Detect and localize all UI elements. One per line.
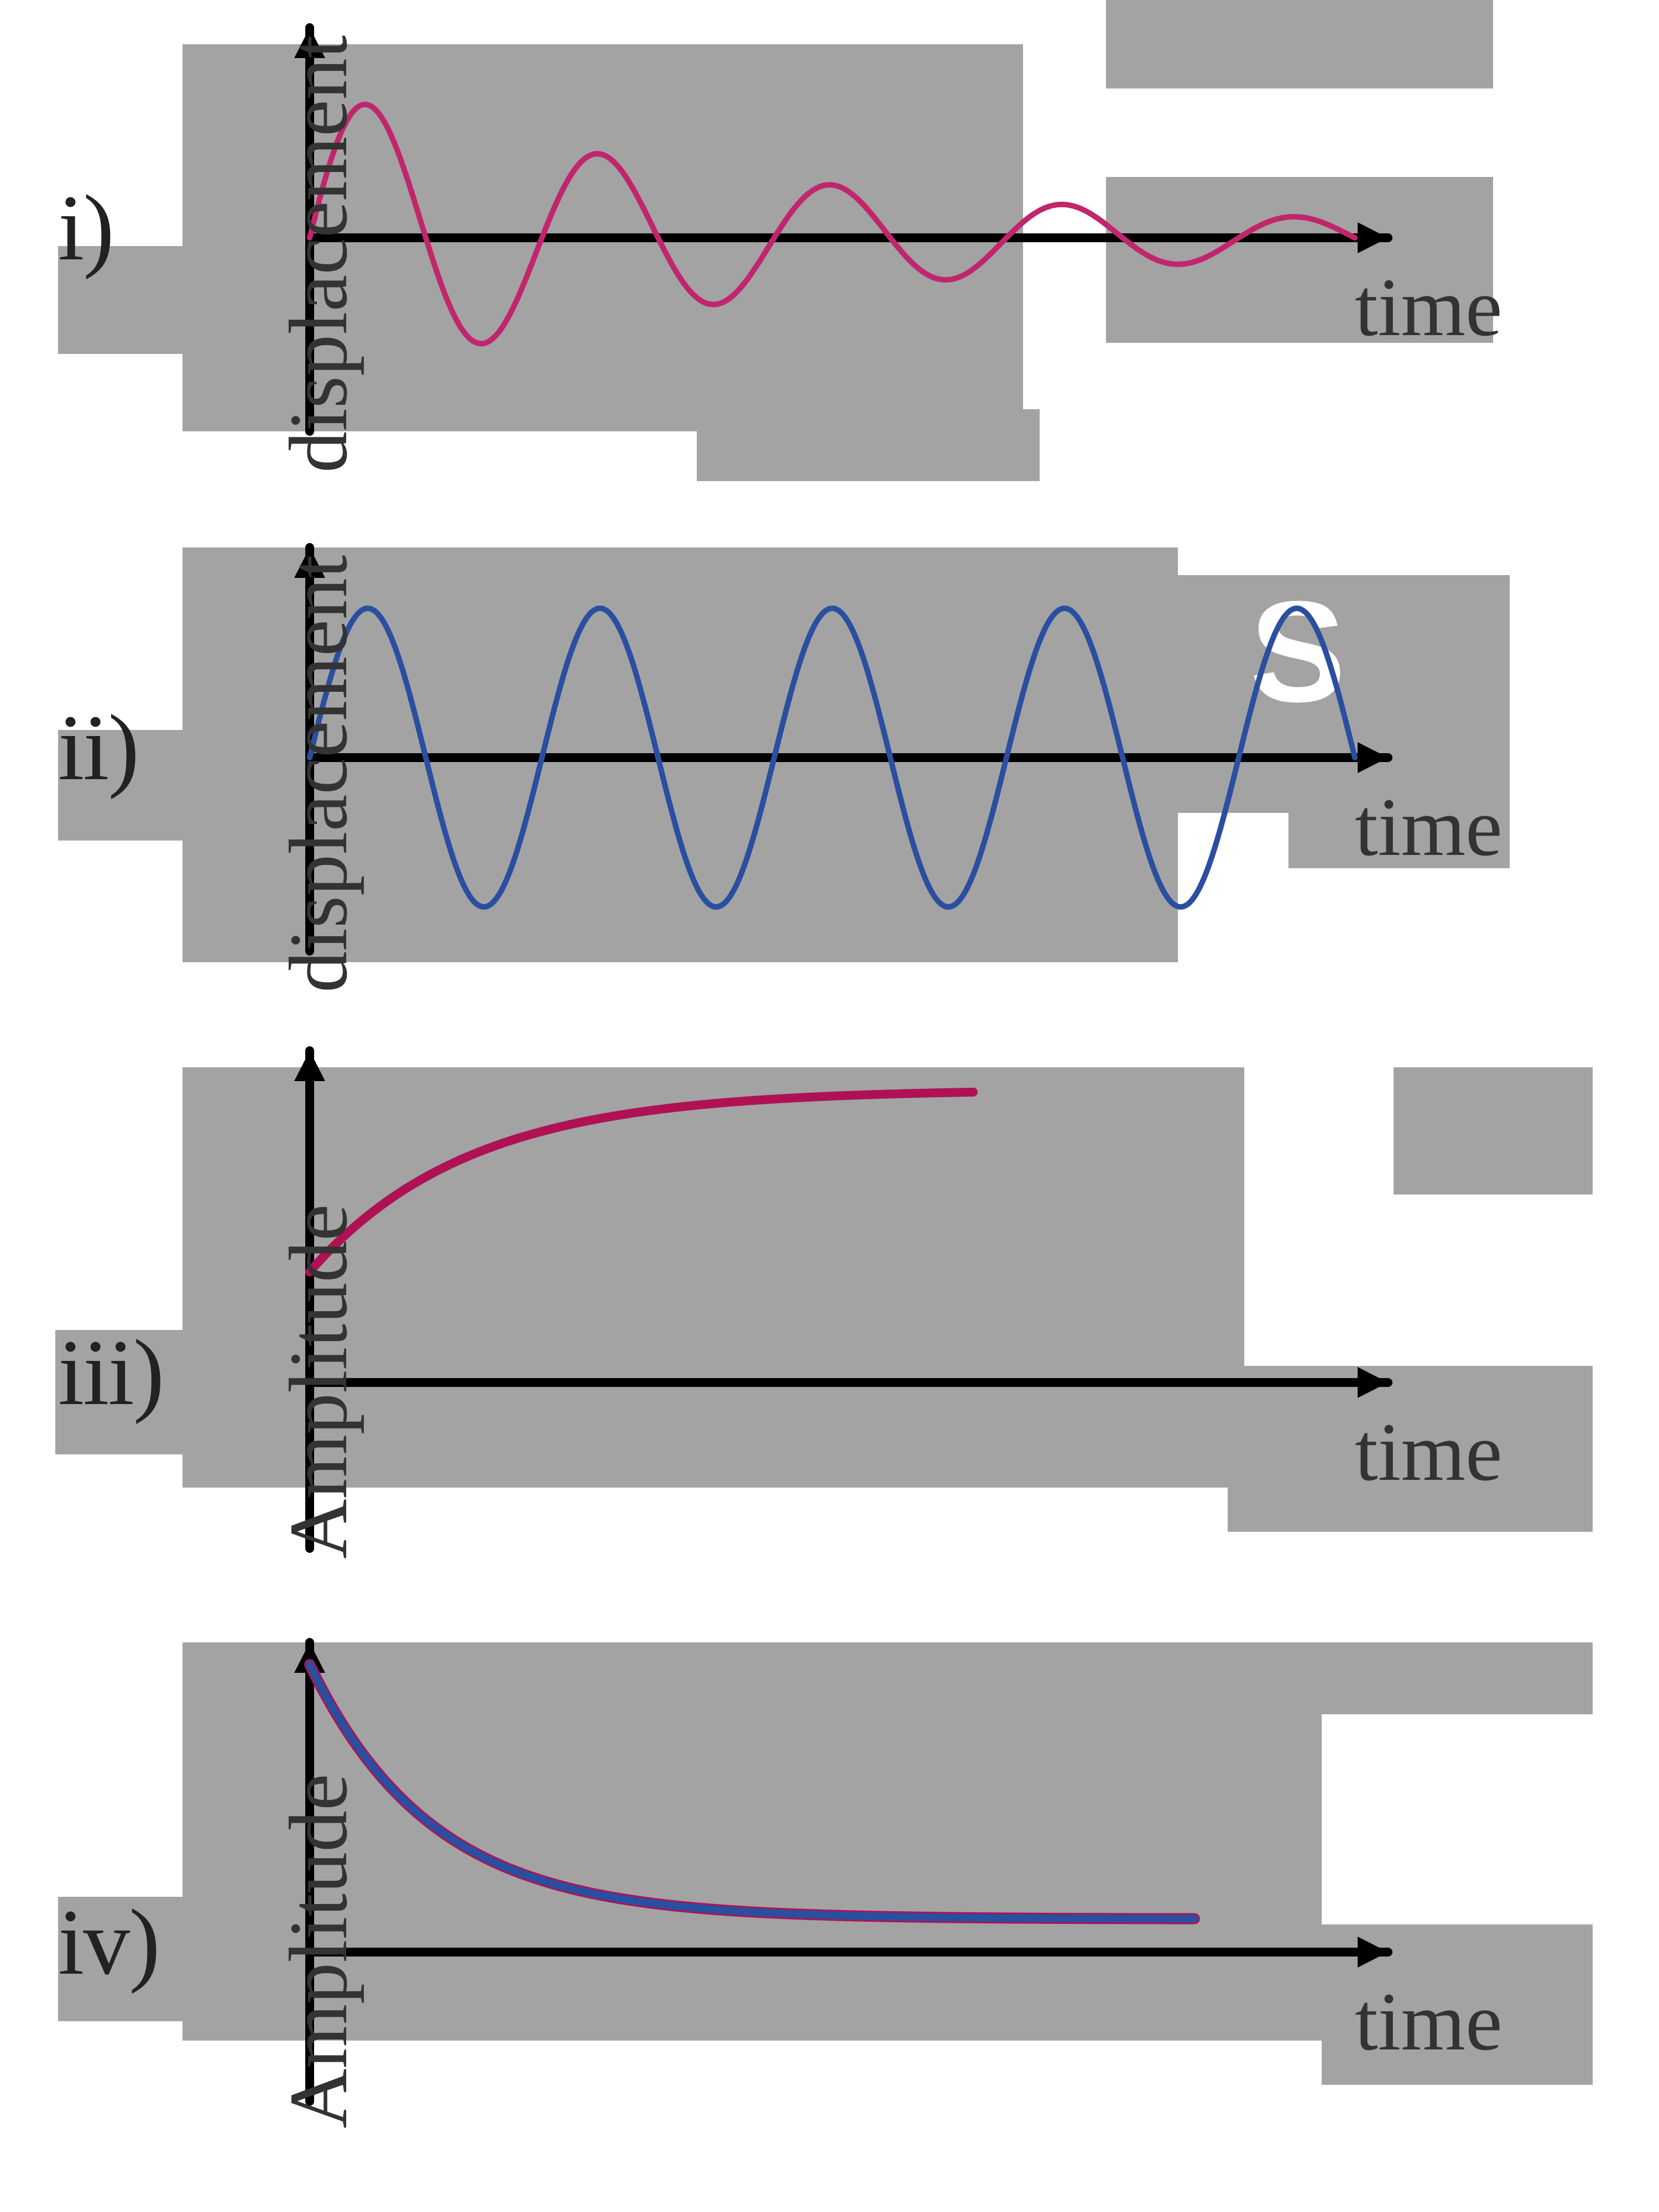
curve-i [310, 105, 1355, 344]
y-axis-label-ii: displacement [271, 555, 366, 993]
panel-label-i: i) [58, 174, 113, 282]
curve-iv [310, 1665, 1194, 1919]
x-axis-label-iv: time [1355, 1974, 1503, 2069]
y-axis-label-iv: Amplitude [271, 1773, 366, 2128]
y-axis-label-iii: Amplitude [271, 1204, 366, 1559]
x-axis-label-ii: time [1355, 780, 1503, 875]
y-axis-label-i: displacement [271, 35, 366, 473]
panel-label-iv: iv) [58, 1888, 159, 1996]
panel-label-iii: iii) [58, 1319, 163, 1427]
x-axis-label-iii: time [1355, 1405, 1503, 1500]
panel-label-ii: ii) [58, 694, 138, 802]
x-axis-label-i: time [1355, 260, 1503, 355]
curve-iii [310, 1092, 973, 1272]
